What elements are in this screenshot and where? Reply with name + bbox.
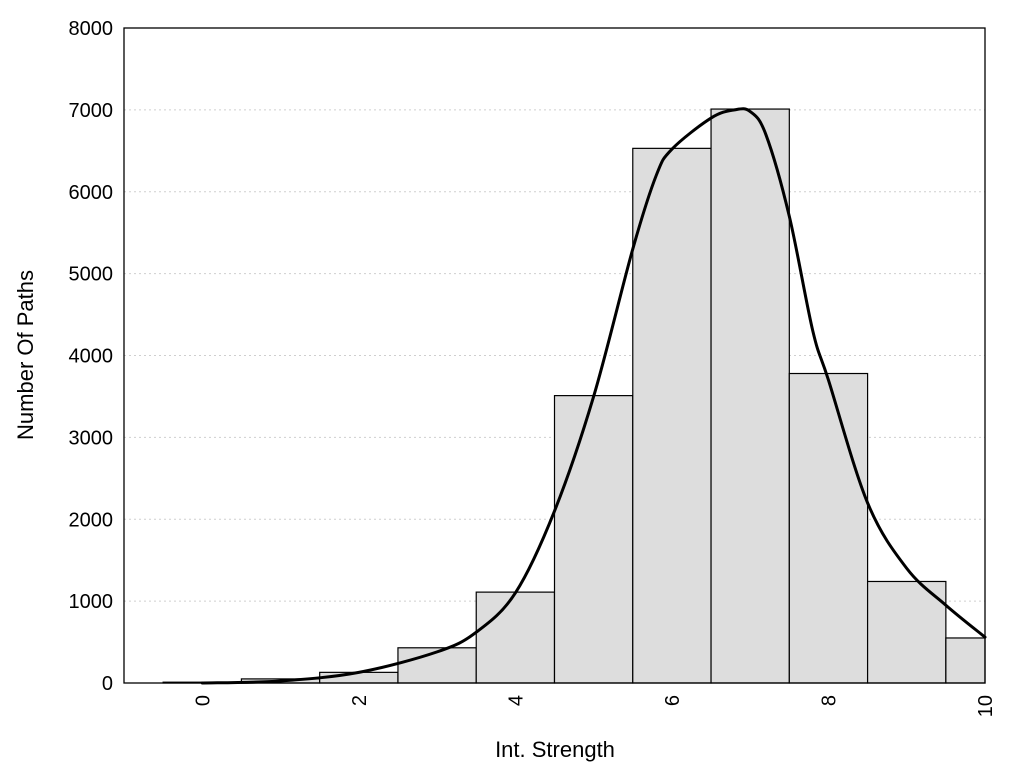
x-tick-labels: 0 2 4 6 8 10 [192,695,997,717]
bar [788,372,869,684]
x-tick-label: 0 [192,695,214,706]
y-tick-label: 3000 [69,427,114,449]
bar [475,591,556,684]
bar [866,580,947,684]
bar [397,647,477,684]
y-tick-label: 2000 [69,509,114,531]
x-tick-label: 2 [349,695,371,706]
y-tick-label: 6000 [69,182,114,204]
bar [710,108,790,684]
x-tick-label: 8 [818,695,840,706]
y-tick-label: 0 [102,673,113,695]
x-tick-label: 4 [505,695,527,706]
bars [162,108,986,684]
y-tick-label: 7000 [69,100,114,122]
fit-curve [200,107,987,685]
x-axis-label: Int. Strength [495,737,615,762]
x-tick-label: 6 [662,695,684,706]
y-tick-label: 8000 [69,18,114,40]
x-tick-label: 10 [975,695,997,717]
bar [945,637,986,684]
y-axis-label: Number Of Paths [13,270,38,440]
plot-frame [123,27,986,684]
bar [632,147,712,684]
y-tick-label: 4000 [69,346,114,368]
y-tick-label: 1000 [69,591,114,613]
y-tick-label: 5000 [69,264,114,286]
bar [553,395,634,684]
y-tick-labels: 0 1000 2000 3000 4000 5000 6000 7000 8000 [69,18,114,695]
